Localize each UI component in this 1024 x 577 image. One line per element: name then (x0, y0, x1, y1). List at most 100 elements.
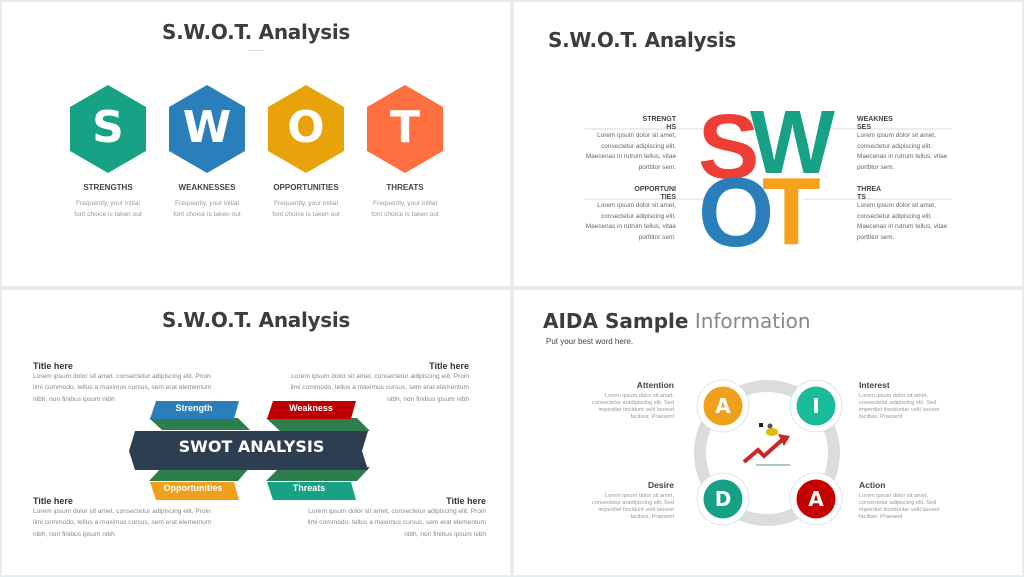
swot-big-letters: S W O T (584, 93, 952, 267)
block-title: Title here (429, 361, 469, 371)
desc-line: porttitor sem. (857, 164, 895, 172)
desc-line: consectetur adipiscing elit. (601, 212, 676, 220)
item-label: OPPORTUNITIES (273, 183, 339, 192)
item-desc: Lorem ipsum dolor sit amet, consectetur a… (586, 131, 676, 174)
subtitle: Put your best word here. (546, 337, 634, 346)
label-line: WEAKNES (857, 116, 893, 123)
block-title: Title here (33, 496, 73, 506)
block-title: Title here (33, 361, 73, 371)
desc-line: Lorem ipsum dolor sit amet, consectetur … (291, 373, 469, 380)
desc-line: nibh, non finibus ipsum nibh (33, 395, 115, 403)
item-desc: Lorem ipsum dolor sit amet, consectetur a… (857, 201, 947, 244)
desc-line: imperdiet tincidunt velit laoreet (598, 507, 674, 513)
desc-line: consectetur adipiscing elit. (857, 142, 932, 150)
tab-opportunities: Opportunities (163, 483, 223, 493)
item-label: Attention (636, 380, 674, 390)
tab-weakness: Weakness (289, 403, 333, 413)
letter-t: T (762, 158, 821, 265)
label-line: TIES (660, 194, 676, 202)
item-desc: Frequently, your initial font choice is t… (157, 198, 257, 220)
desc-line: porttitor sem. (638, 234, 676, 242)
aida-ring (694, 379, 843, 526)
desc-line: Frequently, your initial (174, 200, 239, 207)
item-label: STRENGTHS (83, 183, 133, 192)
desc-line: Lorem ipsum dolor sit amet, (857, 201, 936, 209)
slide-title: S.W.O.T. Analysis (161, 308, 351, 332)
item-desc: Lorem ipsum dolor sit amet, consectetur a… (859, 393, 940, 421)
slide-swot-banner[interactable]: S.W.O.T. Analysis SWOT ANALYSIS Strength… (2, 290, 510, 575)
item-label: THREATS (386, 183, 424, 192)
swot-item: STRENGT HS Lorem ipsum dolor sit amet, con… (586, 116, 676, 174)
desc-line: font choice is taken out (74, 211, 142, 218)
desc-line: imperdiet tinciduntar velit laoreet (859, 507, 940, 513)
desc-line: facilisis. Praesent (630, 414, 674, 420)
desc-line: Lorem ipsum dolor sit amet, (597, 201, 676, 209)
item-label: WEAKNESSES (178, 183, 236, 192)
label-line: STRENGT (642, 116, 676, 123)
item-desc: Frequently, your initial font choice is t… (256, 198, 356, 220)
desc-line: nibh, non finibus ipsum nibh (33, 530, 115, 538)
slide-swot-hexagons[interactable]: S.W.O.T. Analysis S STRENGTHS Frequently… (2, 2, 510, 286)
desc-line: limi commodo, tellus a maximus cursus, s… (33, 384, 212, 392)
label-line: HS (666, 124, 676, 132)
slide-title: S.W.O.T. Analysis (548, 28, 737, 52)
swot-item: WEAKNES SES Lorem ipsum dolor sit amet, co… (857, 116, 947, 174)
hexagon-letter: W (182, 102, 232, 153)
letter-o: O (698, 157, 774, 267)
item-desc: Lorem ipsum dolor sit amet, consectetur a… (592, 493, 674, 521)
desc-line: Maecenas in rutrum tellus, vitae (857, 223, 948, 231)
block-desc: Lorem ipsum dolor sit amet, consectetur … (33, 506, 211, 540)
hexagon-threats (367, 85, 443, 173)
block-desc: Lorem ipsum dolor sit amet, consectetur … (308, 506, 486, 540)
slide-aida[interactable]: AIDA Sample Information Put your best wo… (514, 290, 1022, 575)
desc-line: Frequently, your initial (75, 200, 140, 207)
label-line: THREA (857, 186, 882, 193)
desc-line: porttitor sem. (857, 234, 895, 242)
hexagons (70, 85, 443, 173)
desc-line: consectetur aradipiscing elit. Sed (591, 500, 674, 506)
desc-line: Lorem ipsum dolor sit amet, (604, 393, 674, 399)
item-label: Action (859, 480, 886, 490)
block-desc: Lorem ipsum dolor sit amet, consectetur … (291, 371, 469, 405)
desc-line: consectetur aradipiscing elit. Sed (591, 400, 674, 406)
aida-item: Interest Lorem ipsum dolor sit amet, cons… (859, 380, 940, 421)
swot-item: OPPORTUNI TIES Lorem ipsum dolor sit amet… (586, 186, 676, 244)
desc-line: Lorem ipsum dolor sit amet, consectetur … (33, 508, 211, 515)
desc-line: Lorem ipsum dolor sit amet, (859, 493, 929, 499)
desc-line: consectetur adipiscing elit. (601, 142, 676, 150)
banner-title: SWOT ANALYSIS (178, 437, 325, 456)
desc-line: Lorem ipsum dolor sit amet, (857, 131, 936, 139)
aida-circle-desire (703, 479, 743, 519)
text-block: Title here Lorem ipsum dolor sit amet, c… (33, 496, 211, 540)
aida-circle-interest (796, 386, 836, 426)
slide-swot-letters[interactable]: S.W.O.T. Analysis S W O T STRENGT HS Lore… (514, 2, 1022, 286)
desc-line: nibh, non finibus ipsum nibh (387, 395, 469, 403)
aida-circle-action (796, 479, 836, 519)
aida-item: Desire Lorem ipsum dolor sit amet, consec… (592, 480, 674, 521)
aida-item: Action Lorem ipsum dolor sit amet, consec… (859, 480, 940, 521)
desc-line: imperdiet tincidunt velit laoreet (598, 407, 674, 413)
item-desc: Frequently, your initial font choice is t… (58, 198, 158, 220)
desc-line: Lorem ipsum dolor sit amet, consectetur … (33, 373, 211, 380)
slide-title: S.W.O.T. Analysis (161, 20, 351, 44)
desc-line: nibh, non finibus ipsum nibh (404, 530, 486, 538)
letter-s: S (698, 96, 759, 198)
item-label: Interest (859, 380, 890, 390)
item-desc: Frequently, your initial font choice is t… (355, 198, 455, 220)
title-underline (248, 50, 264, 51)
item-desc: Lorem ipsum dolor sit amet, consectetur a… (857, 131, 947, 174)
item-desc: Lorem ipsum dolor sit amet, consectetur a… (586, 201, 676, 244)
desc-line: font choice is taken out (371, 211, 439, 218)
desc-line: Frequently, your initial (273, 200, 338, 207)
slide-title: AIDA Sample Information (543, 309, 811, 333)
label-line: SES (857, 124, 872, 132)
desc-line: imperdiet tinciduntar velit laoreet (859, 407, 940, 413)
desc-line: Lorem ipsum dolor sit amet, (604, 493, 674, 499)
desc-line: Maecenas in rutrum tellus, vitae (585, 153, 676, 161)
hexagon-opportunities (268, 85, 344, 173)
desc-line: facilisis. Praesent (630, 514, 674, 520)
tab-strength: Strength (175, 403, 213, 413)
